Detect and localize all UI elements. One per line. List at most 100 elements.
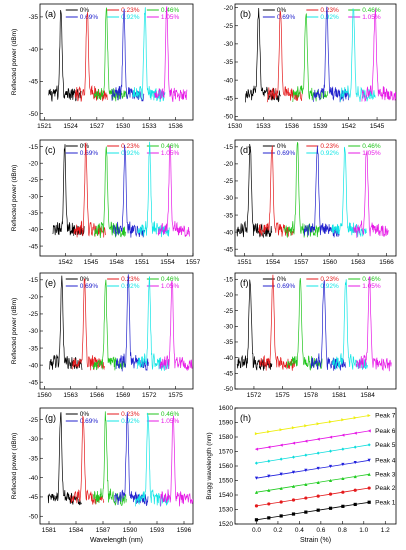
spectrum-series-line	[52, 144, 85, 236]
y-tick-label: -15	[224, 276, 234, 283]
data-point	[367, 413, 371, 418]
data-point	[254, 490, 259, 494]
legend-entry: 0.46%	[161, 7, 180, 14]
y-tick-label: -20	[29, 160, 39, 167]
x-tick-label: 1548	[109, 259, 124, 266]
panel-label: (g)	[45, 413, 56, 423]
y-tick-label: -40	[224, 355, 234, 362]
legend-entry: 0.23%	[320, 7, 339, 14]
spectrum-series-line	[48, 10, 82, 102]
y-tick-label: -30	[29, 194, 39, 201]
data-point	[353, 488, 357, 492]
x-tick-label: 1572	[142, 392, 157, 399]
data-point	[367, 472, 371, 476]
y-tick-label: -25	[224, 23, 234, 30]
y-axis-label: Reflected power (dBm)	[11, 433, 18, 499]
spectrum-series-line	[286, 278, 323, 371]
data-point	[267, 445, 271, 449]
x-tick-label: 1545	[84, 259, 99, 266]
data-point	[291, 455, 296, 459]
chart-panel-d: 1551 1554 1557 1560 1563 1566 -45 -40 -35 -30 -25 -…	[224, 139, 397, 266]
x-tick-label: 1.2	[381, 527, 390, 534]
spectrum-series-line	[245, 7, 281, 103]
data-point	[353, 416, 357, 420]
data-point	[291, 498, 296, 502]
y-tick-label: 1560	[219, 463, 234, 470]
data-point	[353, 460, 357, 465]
y-tick-label: -40	[29, 475, 39, 482]
data-point	[341, 490, 345, 494]
peak-series-label: Peak 5	[375, 442, 396, 449]
spectrum-series-line	[355, 276, 392, 372]
y-tick-label: -35	[29, 345, 39, 352]
chart-panel-g: 1581 1584 1587 1590 1593 1596 -50 -45 -40 -35 -30 -…	[11, 407, 194, 544]
x-tick-label: 1554	[160, 259, 175, 266]
y-tick-label: -40	[224, 229, 234, 236]
spectrum-series-line	[303, 145, 340, 238]
panel-label: (b)	[240, 9, 251, 19]
y-tick-label: -30	[224, 323, 234, 330]
y-tick-label: 1590	[219, 420, 234, 427]
y-tick-label: -25	[29, 311, 39, 318]
legend-entry: 1.05%	[161, 14, 180, 21]
spectrum-series-line	[259, 274, 296, 371]
x-tick-label: 1563	[63, 392, 78, 399]
x-tick-label: 1542	[58, 259, 73, 266]
data-point	[316, 451, 320, 455]
strain-fit-line	[256, 430, 370, 450]
x-axis-label: Wavelength (nm)	[90, 537, 143, 544]
data-point	[341, 447, 345, 451]
plot-frame	[39, 407, 194, 525]
data-point	[267, 459, 271, 463]
data-point	[304, 468, 308, 472]
data-point	[254, 447, 259, 451]
spectrum-series-line	[159, 279, 193, 372]
panel-label: (e)	[45, 278, 56, 288]
legend-entry: 0.92%	[121, 14, 140, 21]
data-point	[291, 441, 296, 445]
data-point	[341, 418, 345, 422]
strain-fit-line	[256, 473, 370, 493]
data-point	[279, 443, 283, 447]
y-tick-label: -50	[29, 111, 39, 118]
data-point	[304, 453, 308, 457]
legend-entry: 0.69%	[277, 14, 296, 21]
data-point	[254, 504, 259, 508]
data-point	[353, 445, 357, 449]
strain-fit-line	[256, 444, 370, 464]
y-tick-label: -40	[29, 46, 39, 53]
y-tick-label: -25	[224, 178, 234, 185]
spectrum-series-line	[160, 415, 193, 507]
x-tick-label: 1593	[150, 527, 165, 534]
spectrum-series-line	[111, 8, 145, 102]
y-tick-label: -35	[29, 210, 39, 217]
spectrum-series-line	[258, 145, 295, 237]
y-tick-label: -30	[224, 41, 234, 48]
data-point	[328, 464, 333, 469]
x-tick-label: 1569	[116, 392, 131, 399]
y-tick-label: -45	[224, 246, 234, 253]
data-point	[279, 428, 283, 432]
y-tick-label: -35	[29, 14, 39, 21]
y-tick-label: -45	[29, 243, 39, 250]
legend-entry: 1.05%	[161, 150, 180, 157]
y-tick-label: 1530	[219, 507, 234, 514]
data-point	[304, 482, 308, 486]
y-tick-label: -45	[29, 79, 39, 86]
legend-entry: 0%	[80, 143, 90, 150]
spectrum-series-line	[72, 278, 106, 371]
data-point	[353, 474, 357, 479]
data-point	[316, 494, 320, 498]
x-tick-label: 0.0	[252, 527, 261, 534]
legend-entry: 0%	[277, 276, 287, 283]
x-tick-label: 1575	[168, 392, 183, 399]
y-tick-label: 1570	[219, 449, 234, 456]
x-tick-label: 1536	[168, 123, 183, 130]
spectrum-series-line	[114, 412, 149, 507]
spectrum-series-line	[136, 276, 170, 371]
legend-entry: 0.46%	[161, 276, 180, 283]
chart-panel-e: 1560 1563 1566 1569 1572 1575 -45 -40 -35 -30 -25 -…	[11, 272, 194, 399]
data-point	[316, 508, 320, 512]
legend-entry: 1.05%	[362, 150, 381, 157]
